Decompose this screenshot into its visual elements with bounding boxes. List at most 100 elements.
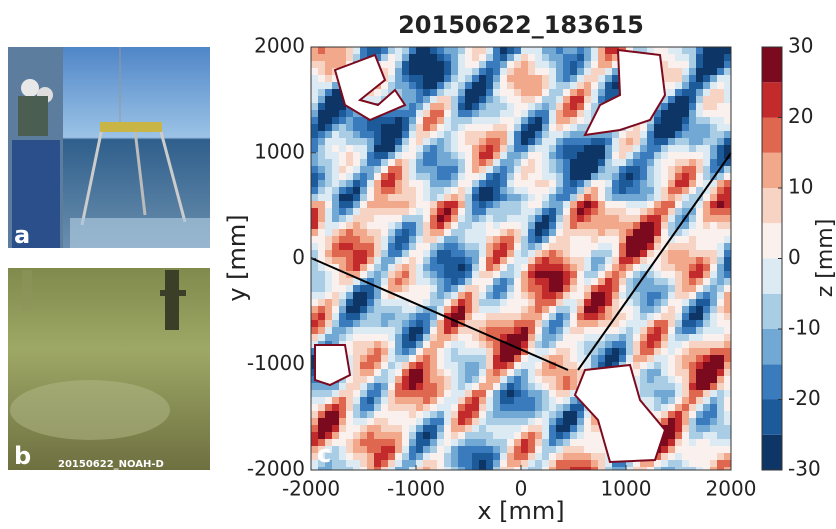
field-cell (465, 271, 472, 278)
field-cell (339, 411, 346, 418)
field-cell (689, 320, 696, 327)
field-cell (598, 145, 605, 152)
field-cell (682, 229, 689, 236)
field-cell (479, 453, 486, 460)
field-cell (346, 257, 353, 264)
field-cell (661, 229, 668, 236)
field-cell (437, 446, 444, 453)
field-cell (493, 369, 500, 376)
field-cell (458, 292, 465, 299)
field-cell (682, 75, 689, 82)
field-cell (619, 201, 626, 208)
field-cell (556, 432, 563, 439)
field-cell (360, 229, 367, 236)
field-cell (647, 215, 654, 222)
field-cell (346, 152, 353, 159)
field-cell (367, 348, 374, 355)
field-cell (318, 299, 325, 306)
field-cell (451, 411, 458, 418)
field-cell (514, 166, 521, 173)
field-cell (521, 292, 528, 299)
field-cell (703, 411, 710, 418)
field-cell (318, 103, 325, 110)
field-cell (633, 327, 640, 334)
field-cell (542, 404, 549, 411)
field-cell (598, 264, 605, 271)
field-cell (626, 229, 633, 236)
field-cell (500, 355, 507, 362)
field-cell (493, 446, 500, 453)
field-cell (458, 453, 465, 460)
field-cell (479, 159, 486, 166)
field-cell (416, 82, 423, 89)
field-cell (696, 425, 703, 432)
field-cell (724, 47, 731, 54)
field-cell (689, 376, 696, 383)
field-cell (402, 264, 409, 271)
field-cell (479, 460, 486, 467)
field-cell (465, 201, 472, 208)
field-cell (437, 320, 444, 327)
field-cell (381, 222, 388, 229)
field-cell (598, 306, 605, 313)
field-cell (661, 180, 668, 187)
field-cell (409, 180, 416, 187)
field-cell (395, 222, 402, 229)
field-cell (507, 89, 514, 96)
field-cell (430, 313, 437, 320)
field-cell (332, 173, 339, 180)
field-cell (710, 460, 717, 467)
field-cell (696, 68, 703, 75)
field-cell (612, 201, 619, 208)
field-cell (640, 166, 647, 173)
field-cell (437, 131, 444, 138)
field-cell (339, 299, 346, 306)
field-cell (626, 201, 633, 208)
field-cell (710, 152, 717, 159)
field-cell (556, 89, 563, 96)
field-cell (318, 229, 325, 236)
field-cell (605, 222, 612, 229)
field-cell (584, 236, 591, 243)
field-cell (486, 404, 493, 411)
field-cell (472, 110, 479, 117)
field-cell (661, 110, 668, 117)
field-cell (542, 390, 549, 397)
field-cell (360, 271, 367, 278)
field-cell (514, 145, 521, 152)
field-cell (360, 460, 367, 467)
field-cell (360, 222, 367, 229)
field-cell (717, 313, 724, 320)
field-cell (444, 131, 451, 138)
field-cell (689, 82, 696, 89)
field-cell (437, 376, 444, 383)
field-cell (395, 453, 402, 460)
field-cell (346, 201, 353, 208)
field-cell (339, 460, 346, 467)
field-cell (423, 243, 430, 250)
field-cell (374, 355, 381, 362)
field-cell (661, 166, 668, 173)
field-cell (486, 425, 493, 432)
field-cell (542, 362, 549, 369)
field-cell (689, 243, 696, 250)
field-cell (451, 369, 458, 376)
field-cell (514, 138, 521, 145)
field-cell (619, 341, 626, 348)
field-cell (654, 306, 661, 313)
field-cell (416, 369, 423, 376)
field-cell (563, 243, 570, 250)
field-cell (311, 208, 318, 215)
field-cell (367, 131, 374, 138)
field-cell (661, 124, 668, 131)
field-cell (682, 425, 689, 432)
field-cell (619, 159, 626, 166)
field-cell (563, 110, 570, 117)
field-cell (367, 432, 374, 439)
field-cell (626, 173, 633, 180)
field-cell (591, 47, 598, 54)
field-cell (563, 187, 570, 194)
field-cell (605, 159, 612, 166)
field-cell (360, 390, 367, 397)
field-cell (514, 313, 521, 320)
